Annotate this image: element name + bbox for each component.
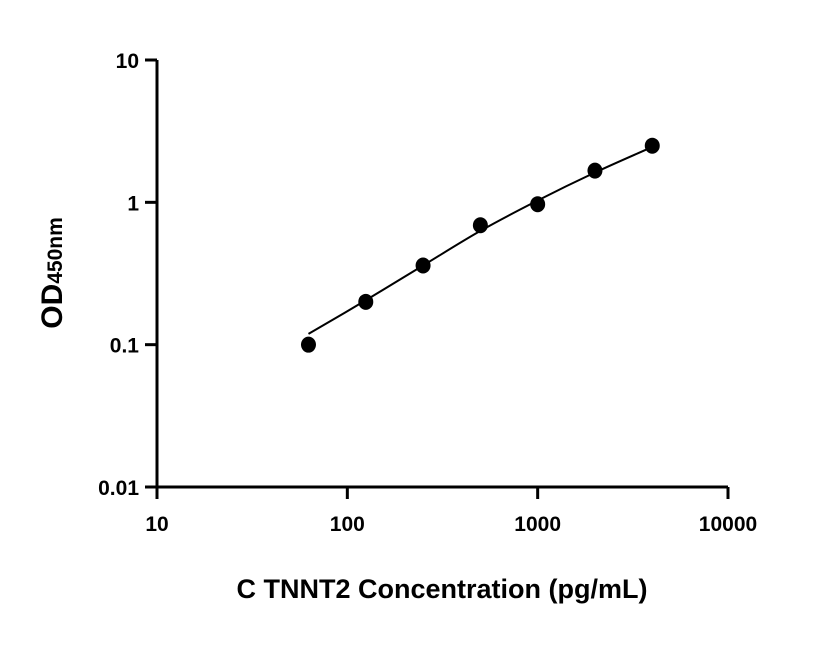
data-point	[587, 162, 603, 179]
x-tick-label: 1000	[514, 513, 561, 536]
x-tick-label: 10	[145, 513, 168, 536]
y-axis-label-subscript: 450nm	[44, 217, 67, 284]
x-axis-label: C TNNT2 Concentration (pg/mL)	[237, 574, 648, 604]
data-point	[300, 336, 316, 353]
data-point	[530, 196, 546, 213]
y-tick-label: 0.1	[110, 335, 140, 358]
y-tick-label: 1	[127, 192, 139, 215]
y-tick-label: 0.01	[98, 477, 139, 500]
data-point	[415, 257, 431, 274]
data-point	[358, 293, 374, 310]
data-point	[472, 217, 488, 234]
axes: 10 100 1000 10000 0.01 0.1 1 10	[98, 50, 757, 536]
y-axis-label: OD450nm	[36, 217, 69, 329]
x-tick-label: 10000	[699, 513, 757, 536]
y-tick-label: 10	[116, 50, 139, 73]
marks	[300, 137, 660, 353]
x-tick-label: 100	[330, 513, 365, 536]
data-point	[644, 137, 660, 154]
y-axis-label-main: OD	[36, 284, 69, 329]
